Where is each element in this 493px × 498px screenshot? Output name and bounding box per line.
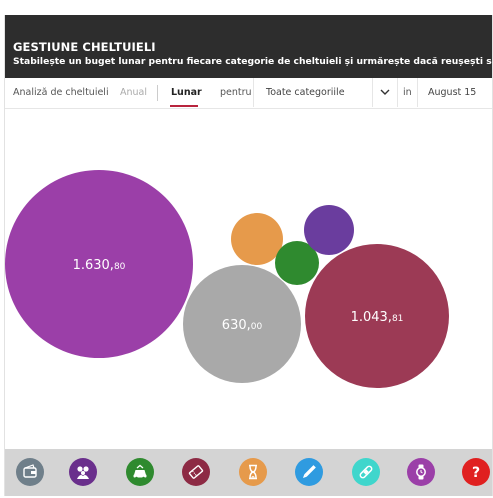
category-select-toggle[interactable] — [372, 78, 397, 107]
hourglass-icon — [249, 464, 257, 480]
tab-annual[interactable]: Anual — [120, 87, 148, 98]
chevron-down-icon — [380, 89, 390, 95]
car-icon — [133, 464, 147, 480]
for-label: pentru — [220, 87, 252, 98]
category-button-family[interactable] — [69, 458, 97, 486]
category-button-watch[interactable] — [407, 458, 435, 486]
ticket-icon — [188, 465, 204, 479]
category-select-value: Toate categoriile — [266, 87, 345, 98]
category-button-question[interactable]: ? — [462, 458, 490, 486]
category-toolbar: ? — [5, 449, 492, 496]
page-title: GESTIUNE CHELTUIELI — [13, 40, 156, 54]
page-subtitle: Stabilește un buget lunar pentru fiecare… — [13, 56, 492, 67]
category-button-car[interactable] — [126, 458, 154, 486]
active-tab-indicator — [170, 105, 198, 107]
tab-monthly[interactable]: Lunar — [171, 87, 202, 98]
filter-bar: Analiză de cheltuieli Anual Lunar pentru… — [5, 78, 492, 109]
bubble-secondary[interactable] — [183, 265, 301, 383]
budget-widget: GESTIUNE CHELTUIELI Stabilește un buget … — [4, 15, 493, 496]
bubble-tertiary-label: 1.043,81 — [351, 310, 404, 325]
period-select[interactable]: August 15 — [417, 78, 492, 107]
tab-divider — [157, 85, 158, 101]
category-button-pen[interactable] — [295, 458, 323, 486]
analysis-label: Analiză de cheltuieli — [13, 87, 109, 98]
category-button-hourglass[interactable] — [239, 458, 267, 486]
question-icon: ? — [472, 465, 480, 481]
bubble-small-orange[interactable] — [231, 213, 283, 265]
expense-bubble-chart: 1.630,80 630,00 1.043,81 — [5, 109, 492, 449]
period-value: August 15 — [428, 87, 477, 98]
bubble-small-green[interactable] — [275, 241, 319, 285]
bubble-secondary-label: 630,00 — [222, 318, 263, 333]
svg-text:?: ? — [472, 465, 480, 481]
watch-icon — [416, 464, 426, 480]
bandage-icon — [359, 465, 373, 479]
bubble-primary[interactable] — [5, 170, 193, 358]
category-select[interactable]: Toate categoriile — [253, 78, 398, 107]
category-button-ticket[interactable] — [182, 458, 210, 486]
category-button-wallet[interactable] — [16, 458, 44, 486]
header: GESTIUNE CHELTUIELI Stabilește un buget … — [5, 15, 492, 78]
family-icon — [77, 466, 89, 479]
pen-icon — [302, 465, 316, 479]
category-button-bandage[interactable] — [352, 458, 380, 486]
bubble-tertiary[interactable] — [305, 244, 449, 388]
bubble-primary-label: 1.630,80 — [73, 258, 126, 273]
in-label: in — [403, 87, 412, 98]
wallet-icon — [23, 464, 37, 478]
bubble-chart-svg: 1.630,80 630,00 1.043,81 — [5, 170, 449, 388]
bubble-small-purple[interactable] — [304, 205, 354, 255]
